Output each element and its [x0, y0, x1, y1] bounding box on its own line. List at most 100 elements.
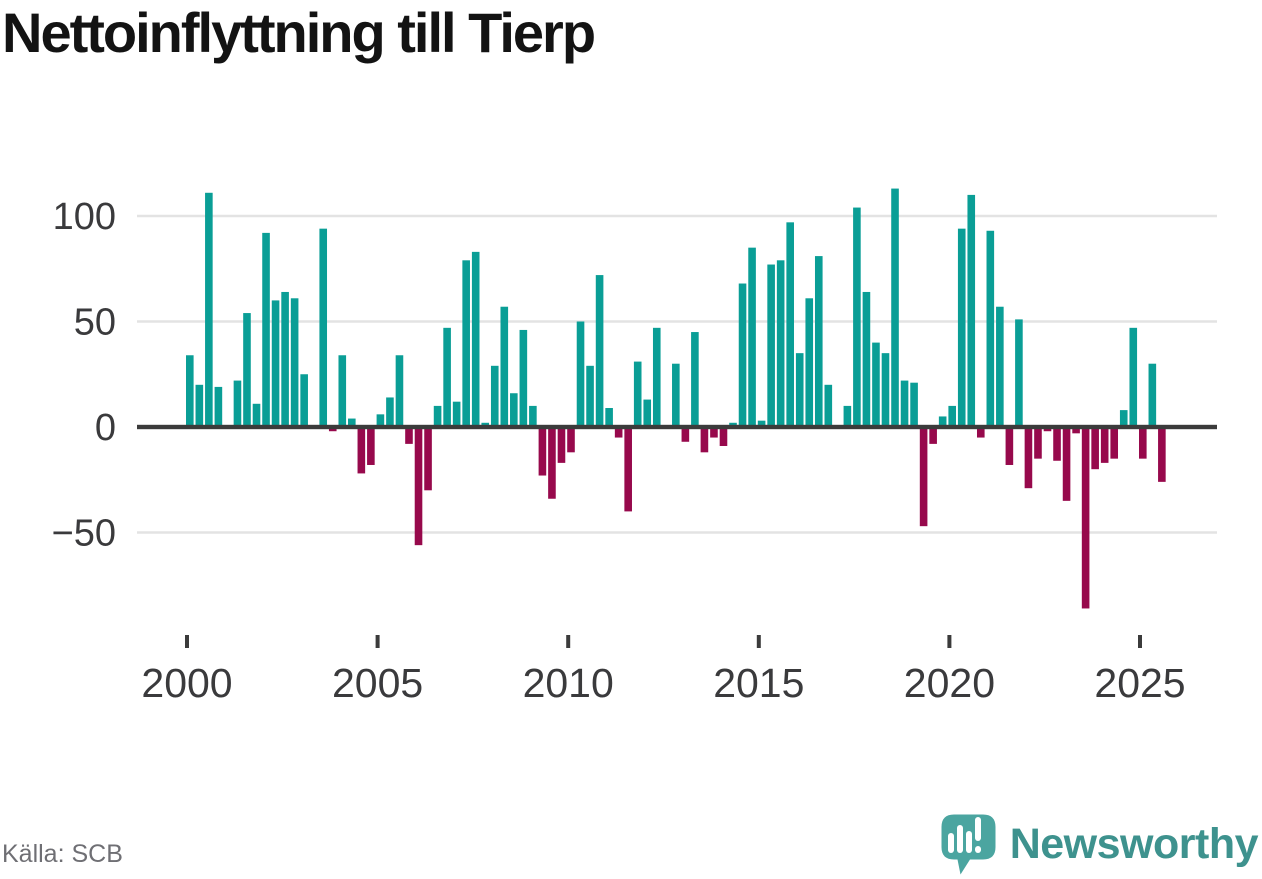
bar-2023-Q1 [1062, 427, 1071, 501]
svg-text:0: 0 [95, 407, 116, 449]
bar-2013-Q4 [710, 427, 718, 438]
bar-2018-Q1 [872, 342, 880, 427]
bar-2019-Q1 [910, 382, 918, 427]
bar-2002-Q3 [281, 291, 289, 427]
bar-2012-Q1 [643, 399, 652, 427]
bar-2018-Q3 [891, 188, 899, 427]
bar-2000-Q3 [205, 192, 213, 427]
bar-2007-Q1 [452, 401, 461, 427]
bar-2021-Q1 [986, 230, 995, 427]
bar-2022-Q2 [1034, 427, 1042, 459]
svg-text:2025: 2025 [1094, 660, 1185, 706]
bar-2001-Q4 [252, 403, 261, 427]
bar-2018-Q2 [881, 353, 890, 427]
x-axis-labels: 2000 2005 2010 2015 2020 2025 [141, 660, 1185, 706]
newsworthy-brand[interactable]: Newsworthy [940, 812, 1259, 876]
bar-2013-Q1 [681, 427, 690, 442]
bar-2000-Q4 [214, 386, 223, 427]
bar-2020-Q2 [957, 228, 966, 427]
bar-2021-Q3 [1005, 427, 1014, 465]
bar-2020-Q1 [948, 405, 956, 427]
bar-2004-Q4 [367, 427, 375, 465]
bar-2005-Q2 [386, 397, 394, 427]
bar-2004-Q1 [338, 355, 347, 427]
bar-2001-Q2 [233, 380, 242, 427]
bar-2021-Q4 [1015, 319, 1023, 427]
bar-2024-Q1 [1100, 427, 1109, 463]
bar-2006-Q2 [424, 427, 432, 491]
bar-2020-Q4 [976, 427, 985, 438]
bar-2004-Q2 [348, 418, 356, 427]
svg-text:50: 50 [74, 302, 116, 344]
bar-2000-Q2 [195, 384, 204, 427]
bar-2005-Q4 [405, 427, 413, 444]
svg-text:100: 100 [53, 196, 116, 238]
bar-2006-Q4 [443, 327, 451, 427]
bar-2016-Q2 [805, 298, 814, 427]
bar-2013-Q3 [700, 427, 709, 453]
source-label: Källa: SCB [2, 840, 123, 868]
svg-text:2005: 2005 [332, 660, 423, 706]
y-axis-labels: 100 50 0 −50 [52, 196, 116, 555]
bar-2015-Q4 [786, 222, 794, 427]
bar-2017-Q4 [862, 291, 871, 427]
bar-2009-Q2 [538, 427, 547, 476]
bar-2022-Q4 [1053, 427, 1061, 461]
bar-2016-Q4 [824, 384, 833, 427]
bar-2011-Q1 [605, 408, 613, 427]
svg-text:2020: 2020 [904, 660, 995, 706]
bar-2023-Q4 [1091, 427, 1099, 470]
bar-2008-Q3 [510, 393, 518, 427]
bar-2025-Q3 [1158, 427, 1166, 482]
bar-2003-Q3 [319, 228, 328, 427]
bar-2019-Q2 [919, 427, 928, 527]
bar-2005-Q1 [376, 414, 385, 427]
bar-2019-Q4 [938, 416, 947, 427]
bar-2009-Q1 [529, 405, 537, 427]
y-gridlines [137, 214, 1217, 534]
bars [186, 188, 1166, 609]
bar-2017-Q3 [853, 207, 861, 427]
bar-2010-Q4 [595, 275, 604, 427]
bar-2011-Q4 [633, 361, 642, 427]
bar-2009-Q3 [548, 427, 556, 499]
bar-2016-Q1 [795, 353, 804, 427]
svg-text:2000: 2000 [141, 660, 232, 706]
bar-2009-Q4 [557, 427, 566, 463]
bar-2004-Q3 [357, 427, 366, 474]
bar-2023-Q2 [1072, 427, 1080, 434]
bar-2008-Q2 [500, 306, 509, 427]
svg-text:2010: 2010 [523, 660, 614, 706]
bar-2024-Q4 [1129, 327, 1138, 427]
bar-2024-Q3 [1119, 410, 1128, 427]
bar-2023-Q3 [1081, 427, 1090, 609]
bar-2021-Q2 [996, 306, 1004, 427]
bar-2000-Q1 [186, 355, 194, 427]
bar-2002-Q1 [262, 232, 270, 427]
bar-2017-Q2 [843, 405, 852, 427]
bar-2012-Q2 [652, 327, 661, 427]
bar-2003-Q1 [300, 374, 308, 427]
bar-2005-Q3 [395, 355, 404, 427]
bar-2018-Q4 [900, 380, 909, 427]
bar-2019-Q3 [929, 427, 937, 444]
bar-2010-Q1 [567, 427, 575, 453]
bar-2016-Q3 [814, 256, 823, 427]
bar-2008-Q1 [490, 365, 499, 427]
bar-2022-Q1 [1024, 427, 1033, 489]
svg-text:2015: 2015 [713, 660, 804, 706]
bar-2002-Q2 [271, 300, 280, 427]
svg-text:−50: −50 [52, 513, 116, 555]
bar-2013-Q2 [691, 332, 699, 427]
bar-2010-Q3 [586, 365, 594, 427]
bar-2015-Q3 [776, 260, 785, 427]
bar-2014-Q4 [748, 247, 756, 427]
bar-2025-Q2 [1148, 363, 1157, 427]
bar-2008-Q4 [519, 329, 528, 427]
bar-2007-Q2 [462, 260, 470, 427]
bar-2014-Q1 [719, 427, 728, 446]
bar-chart-exclamation-icon [947, 816, 981, 853]
bar-2011-Q2 [614, 427, 623, 438]
